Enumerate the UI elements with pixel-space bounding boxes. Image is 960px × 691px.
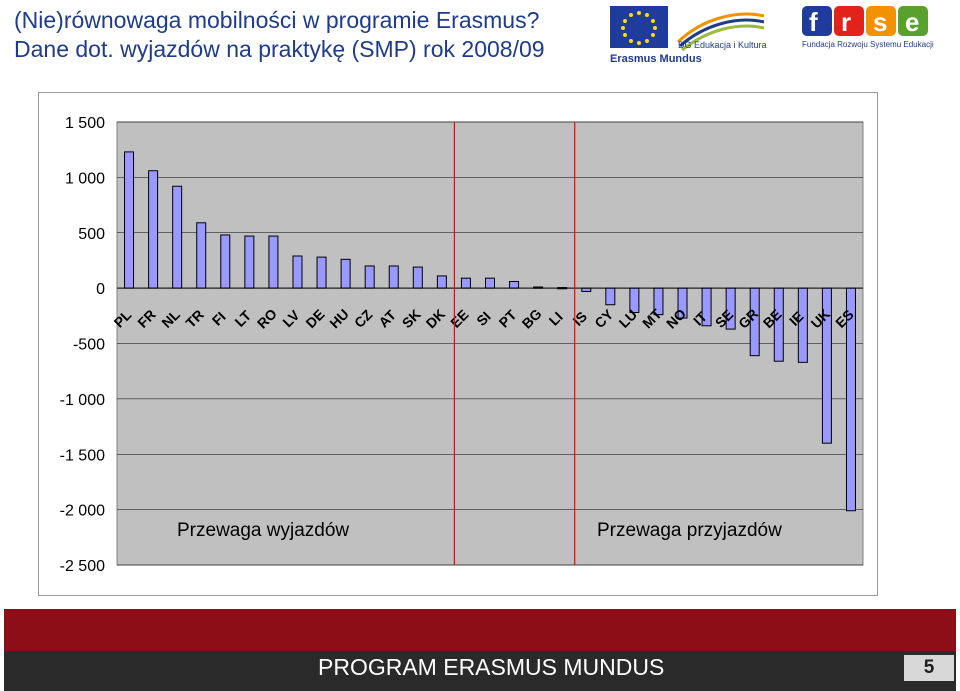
bar [509, 280, 520, 289]
y-tick-label: -2 500 [60, 558, 105, 575]
bar [148, 170, 159, 289]
bar [268, 235, 279, 289]
swoosh-icon [676, 12, 765, 52]
svg-text:e: e [905, 7, 919, 37]
annotation-incoming: Przewaga przyjazdów [597, 520, 782, 541]
svg-text:r: r [841, 7, 851, 37]
bar [172, 185, 183, 289]
bar [364, 265, 375, 289]
bar [340, 258, 351, 289]
erasmus-mundus-logo: DG Edukacja i Kultura Erasmus Mundus [610, 6, 767, 65]
y-tick-label: -500 [73, 337, 105, 354]
bar [124, 151, 135, 289]
footer-program-label: PROGRAM ERASMUS MUNDUS [318, 654, 665, 680]
page-number: 5 [904, 655, 954, 681]
slide-title: (Nie)równowaga mobilności w programie Er… [14, 6, 545, 64]
svg-text:f: f [809, 7, 818, 37]
bar [605, 287, 616, 306]
y-tick-label: 1 500 [65, 115, 105, 132]
bar [388, 265, 399, 289]
bar [220, 234, 231, 289]
bar [436, 275, 447, 289]
eu-stars-icon [621, 11, 657, 45]
frse-caption: Fundacja Rozwoju Systemu Edukacji [802, 40, 934, 49]
frse-logo: f r s e [802, 6, 928, 37]
y-tick-label: -1 500 [60, 447, 105, 464]
logo-erasmus-text2: Erasmus Mundus [610, 53, 702, 65]
annotation-outgoing: Przewaga wyjazdów [177, 520, 349, 541]
bar [485, 277, 495, 289]
y-tick-label: 500 [78, 226, 105, 243]
bar [460, 277, 471, 289]
y-tick-label: -1 000 [60, 392, 105, 409]
svg-text:s: s [873, 7, 887, 37]
footer-band [4, 609, 956, 651]
y-tick-label: 1 000 [65, 170, 105, 187]
bar [292, 255, 303, 289]
slide-title-line1: (Nie)równowaga mobilności w programie Er… [14, 7, 540, 33]
slide-title-line2: Dane dot. wyjazdów na praktykę (SMP) rok… [14, 36, 545, 62]
logo-erasmus-text1: DG Edukacja i Kultura [678, 40, 767, 50]
bar [244, 235, 255, 289]
footer-band-dark [4, 651, 956, 691]
mobility-balance-chart: 1 500 1 000 500 0 -500 -1 000 -1 500 -2 000 -2 5… [60, 115, 864, 575]
bar [196, 222, 207, 289]
chart-frame: 1 500 1 000 500 0 -500 -1 000 -1 500 -2 000 -2 5… [38, 92, 878, 596]
y-tick-label: 0 [96, 281, 105, 298]
y-tick-label: -2 000 [60, 503, 105, 520]
bar [412, 266, 423, 289]
bar [316, 256, 327, 289]
